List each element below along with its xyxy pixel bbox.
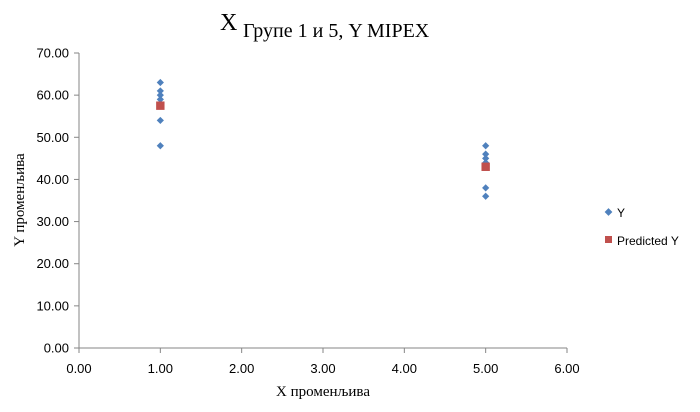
legend-item-y: Y [604, 206, 625, 220]
legend: Y Predicted Y [604, 206, 679, 248]
x-tick-label: 4.00 [392, 361, 417, 376]
x-tick-label: 6.00 [554, 361, 579, 376]
point-predicted-y [156, 101, 165, 110]
plot-points [156, 78, 490, 200]
point-y [482, 154, 490, 162]
legend-item-predicted-y: Predicted Y [605, 234, 679, 248]
y-tick-label: 30.00 [36, 214, 69, 229]
x-axis-title: X променљива [276, 384, 370, 400]
chart-title-main: Групе 1 и 5, Y MIPEX [243, 20, 430, 42]
x-tick-label: 0.00 [66, 361, 91, 376]
y-tick-label: 70.00 [36, 46, 69, 61]
x-tick-label: 2.00 [229, 361, 254, 376]
y-tick-label: 60.00 [36, 88, 69, 103]
y-axis-ticks: 0.00 10.00 20.00 30.00 40.00 50.00 60.00 70.00 [36, 46, 79, 356]
point-y [156, 142, 164, 150]
point-y [156, 91, 164, 99]
legend-marker-predicted-y [605, 236, 612, 243]
x-tick-label: 5.00 [473, 361, 498, 376]
point-y [482, 192, 490, 200]
point-y [156, 78, 164, 87]
y-tick-label: 10.00 [36, 298, 69, 313]
y-tick-label: 40.00 [36, 172, 69, 187]
x-axis-ticks: 0.00 1.00 2.00 3.00 4.00 5.00 6.00 [66, 348, 580, 376]
legend-label-y: Y [617, 206, 625, 220]
y-tick-label: 20.00 [36, 256, 69, 271]
y-axis-title: Y променљива [12, 153, 28, 247]
point-y [482, 184, 490, 192]
legend-marker-y [604, 208, 613, 216]
y-tick-label: 50.00 [36, 130, 69, 145]
chart-title-prefix: X [220, 10, 237, 36]
x-tick-label: 3.00 [310, 361, 335, 376]
point-y [482, 142, 490, 150]
legend-label-predicted-y: Predicted Y [617, 234, 679, 248]
chart-title: X Групе 1 и 5, Y MIPEX [220, 10, 430, 42]
point-y [156, 87, 164, 95]
x-tick-label: 1.00 [148, 361, 173, 376]
point-predicted-y [481, 162, 490, 171]
point-y [156, 95, 164, 103]
point-y [482, 150, 490, 158]
y-tick-label: 0.00 [44, 341, 69, 356]
point-y [156, 116, 164, 125]
